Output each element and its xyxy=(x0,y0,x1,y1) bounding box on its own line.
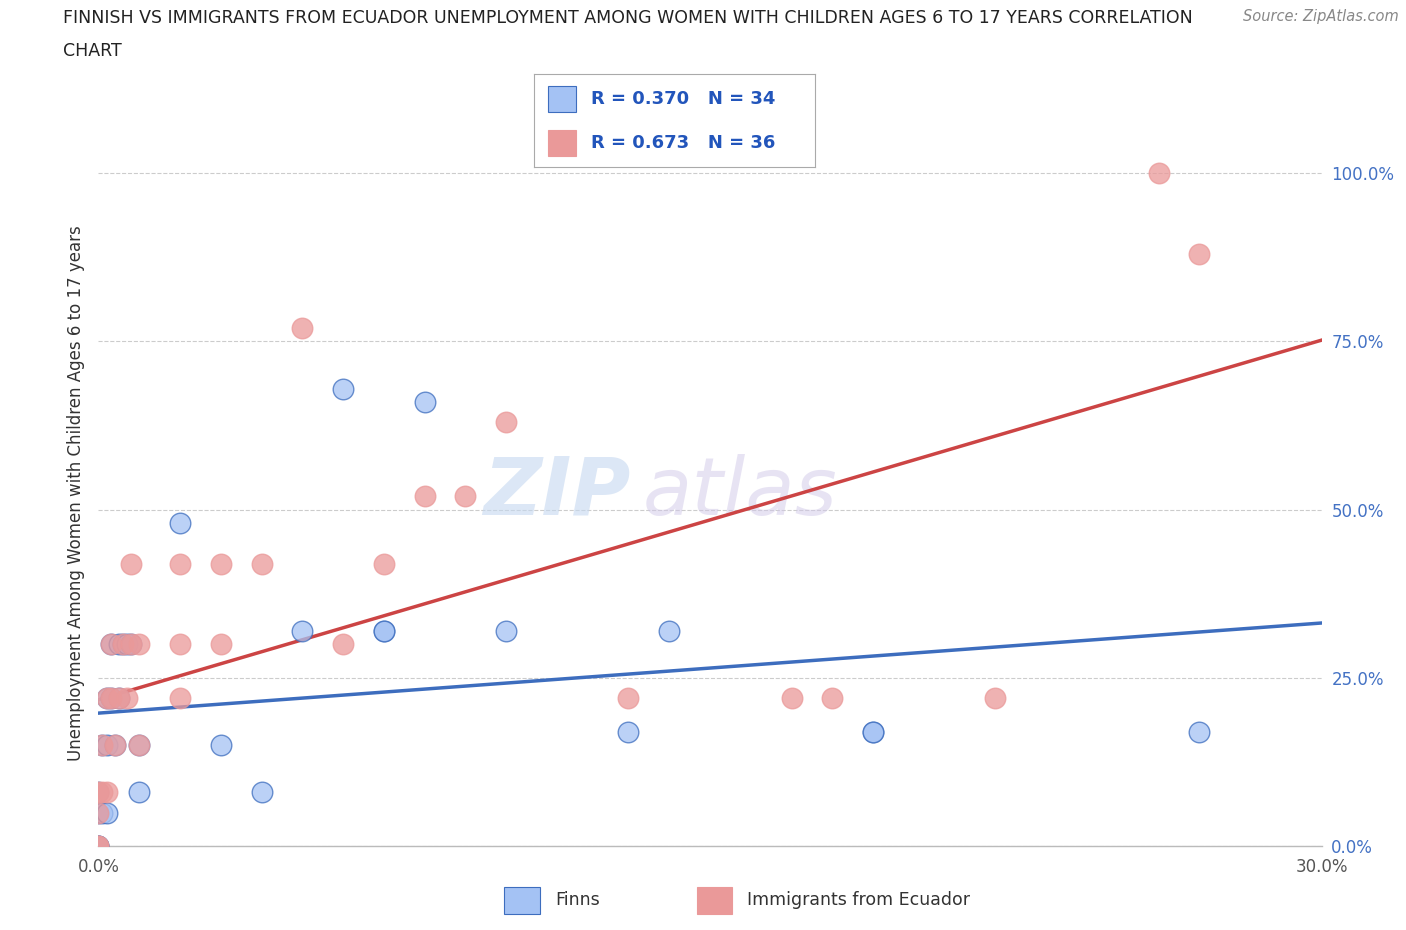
Point xyxy=(115,637,138,652)
Point xyxy=(100,691,122,706)
Point xyxy=(1188,246,1211,261)
Point xyxy=(169,556,191,571)
Point xyxy=(115,691,138,706)
Point xyxy=(91,785,114,800)
Point xyxy=(96,785,118,800)
Point xyxy=(91,737,114,752)
Point xyxy=(100,637,122,652)
Point xyxy=(120,637,142,652)
Point xyxy=(250,556,273,571)
Point xyxy=(1147,166,1170,180)
Text: CHART: CHART xyxy=(63,42,122,60)
Point xyxy=(100,637,122,652)
Point xyxy=(454,489,477,504)
Point xyxy=(120,556,142,571)
Point xyxy=(169,516,191,531)
Point xyxy=(617,691,640,706)
Point xyxy=(821,691,844,706)
Text: R = 0.673   N = 36: R = 0.673 N = 36 xyxy=(591,134,775,153)
Point xyxy=(373,623,395,638)
FancyBboxPatch shape xyxy=(548,86,576,112)
FancyBboxPatch shape xyxy=(548,130,576,156)
Point xyxy=(87,785,110,800)
Point xyxy=(128,637,150,652)
Point xyxy=(169,691,191,706)
Point xyxy=(91,805,114,820)
FancyBboxPatch shape xyxy=(697,887,733,914)
Text: atlas: atlas xyxy=(643,454,838,532)
Point xyxy=(128,785,150,800)
Point xyxy=(108,691,131,706)
Text: ZIP: ZIP xyxy=(484,454,630,532)
Point xyxy=(780,691,803,706)
Point xyxy=(209,556,232,571)
Point xyxy=(87,839,110,854)
Point xyxy=(87,839,110,854)
Point xyxy=(104,737,127,752)
Point xyxy=(87,839,110,854)
Text: FINNISH VS IMMIGRANTS FROM ECUADOR UNEMPLOYMENT AMONG WOMEN WITH CHILDREN AGES 6: FINNISH VS IMMIGRANTS FROM ECUADOR UNEMP… xyxy=(63,9,1194,27)
Text: Immigrants from Ecuador: Immigrants from Ecuador xyxy=(748,891,970,909)
Point xyxy=(128,737,150,752)
FancyBboxPatch shape xyxy=(505,887,540,914)
Point xyxy=(209,737,232,752)
Point xyxy=(250,785,273,800)
Point xyxy=(96,737,118,752)
Point xyxy=(87,839,110,854)
Point xyxy=(373,556,395,571)
Point xyxy=(495,415,517,430)
Point xyxy=(862,724,884,739)
Point xyxy=(111,637,134,652)
Point xyxy=(169,637,191,652)
Point xyxy=(984,691,1007,706)
Point xyxy=(413,489,436,504)
Text: Finns: Finns xyxy=(555,891,600,909)
Point xyxy=(332,381,354,396)
Point xyxy=(87,805,110,820)
Point xyxy=(209,637,232,652)
Point xyxy=(87,839,110,854)
Point xyxy=(104,737,127,752)
Point xyxy=(862,724,884,739)
Point xyxy=(87,805,110,820)
Point xyxy=(111,637,134,652)
Point xyxy=(332,637,354,652)
Point xyxy=(658,623,681,638)
Point xyxy=(108,691,131,706)
Point xyxy=(373,623,395,638)
Point xyxy=(100,691,122,706)
Point xyxy=(291,321,314,336)
Point xyxy=(128,737,150,752)
Point xyxy=(291,623,314,638)
Point xyxy=(87,785,110,800)
Text: R = 0.370   N = 34: R = 0.370 N = 34 xyxy=(591,89,775,108)
Point xyxy=(96,805,118,820)
Point xyxy=(91,737,114,752)
Point xyxy=(120,637,142,652)
Point xyxy=(495,623,517,638)
Y-axis label: Unemployment Among Women with Children Ages 6 to 17 years: Unemployment Among Women with Children A… xyxy=(66,225,84,761)
Text: Source: ZipAtlas.com: Source: ZipAtlas.com xyxy=(1243,9,1399,24)
Point xyxy=(108,637,131,652)
Point xyxy=(96,691,118,706)
Point xyxy=(617,724,640,739)
Point xyxy=(1188,724,1211,739)
Point xyxy=(96,691,118,706)
Point xyxy=(413,394,436,409)
